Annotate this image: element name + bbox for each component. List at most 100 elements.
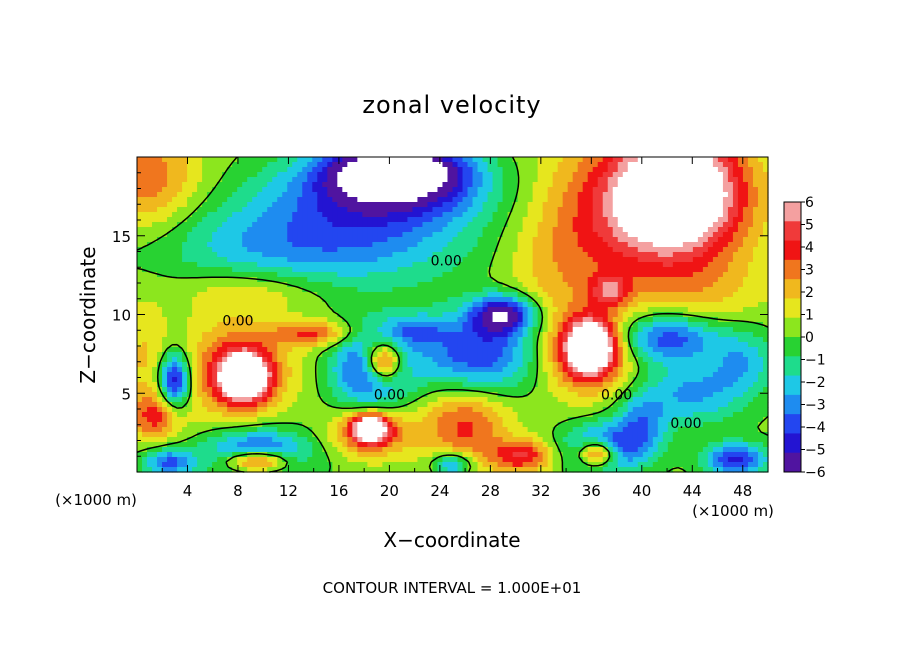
heatmap-cell (142, 182, 148, 188)
heatmap-cell (697, 262, 704, 268)
heatmap-cell (292, 197, 298, 203)
heatmap-cell (277, 177, 283, 183)
heatmap-cell (742, 182, 749, 188)
heatmap-cell (732, 277, 739, 283)
heatmap-cell (717, 267, 724, 273)
heatmap-cell (572, 342, 579, 348)
heatmap-cell (497, 207, 504, 213)
heatmap-cell (652, 247, 659, 253)
heatmap-cell (232, 217, 238, 223)
heatmap-cell (382, 327, 388, 333)
heatmap-cell (552, 307, 559, 313)
heatmap-cell (447, 237, 454, 243)
heatmap-cell (447, 297, 454, 303)
heatmap-cell (447, 282, 454, 288)
heatmap-cell (577, 197, 584, 203)
heatmap-cell (552, 332, 559, 338)
heatmap-cell (527, 162, 534, 168)
heatmap-cell (667, 202, 674, 208)
heatmap-cell (362, 347, 368, 353)
heatmap-cell (407, 242, 414, 248)
heatmap-cell (407, 162, 414, 168)
heatmap-cell (192, 177, 198, 183)
heatmap-cell (352, 347, 358, 353)
heatmap-cell (722, 187, 729, 193)
heatmap-cell (717, 172, 724, 178)
heatmap-cell (192, 192, 198, 198)
heatmap-cell (662, 327, 669, 333)
heatmap-cell (407, 262, 414, 268)
heatmap-cell (642, 277, 649, 283)
heatmap-cell (582, 277, 589, 283)
heatmap-cell (242, 307, 248, 313)
heatmap-cell (457, 182, 464, 188)
heatmap-cell (572, 237, 579, 243)
heatmap-cell (672, 202, 679, 208)
heatmap-cell (687, 287, 694, 293)
heatmap-cell (597, 292, 604, 298)
heatmap-cell (212, 182, 218, 188)
heatmap-cell (187, 297, 193, 303)
heatmap-cell (507, 287, 514, 293)
heatmap-cell (462, 307, 469, 313)
heatmap-cell (762, 202, 769, 208)
heatmap-cell (277, 192, 283, 198)
heatmap-cell (762, 227, 769, 233)
heatmap-cell (152, 172, 158, 178)
heatmap-cell (662, 202, 669, 208)
heatmap-cell (217, 207, 223, 213)
heatmap-cell (587, 232, 594, 238)
heatmap-cell (567, 262, 574, 268)
heatmap-cell (497, 232, 504, 238)
heatmap-cell (542, 302, 549, 308)
heatmap-cell (172, 242, 178, 248)
heatmap-cell (662, 317, 669, 323)
heatmap-cell (417, 172, 424, 178)
heatmap-cell (457, 272, 464, 278)
heatmap-cell (407, 317, 414, 323)
heatmap-cell (197, 267, 203, 273)
heatmap-cell (702, 187, 709, 193)
heatmap-cell (547, 197, 554, 203)
heatmap-cell (602, 322, 609, 328)
heatmap-cell (162, 172, 168, 178)
heatmap-cell (432, 162, 439, 168)
heatmap-cell (417, 167, 424, 173)
heatmap-cell (672, 342, 679, 348)
heatmap-cell (732, 187, 739, 193)
heatmap-cell (402, 307, 409, 313)
heatmap-cell (537, 177, 544, 183)
heatmap-cell (582, 162, 589, 168)
heatmap-cell (567, 242, 574, 248)
heatmap-cell (677, 322, 684, 328)
heatmap-cell (187, 307, 193, 313)
heatmap-cell (752, 292, 759, 298)
heatmap-cell (257, 242, 263, 248)
heatmap-cell (437, 337, 444, 343)
heatmap-cell (652, 217, 659, 223)
heatmap-cell (692, 237, 699, 243)
heatmap-cell (142, 162, 148, 168)
heatmap-cell (522, 262, 529, 268)
heatmap-cell (532, 222, 539, 228)
heatmap-cell (452, 302, 459, 308)
heatmap-cell (332, 297, 338, 303)
heatmap-cell (357, 252, 363, 258)
heatmap-cell (267, 317, 273, 323)
heatmap-cell (582, 227, 589, 233)
heatmap-cell (747, 257, 754, 263)
heatmap-cell (612, 307, 619, 313)
heatmap-cell (372, 177, 378, 183)
heatmap-cell (392, 252, 399, 258)
heatmap-cell (527, 237, 534, 243)
heatmap-cell (742, 172, 749, 178)
heatmap-cell (552, 337, 559, 343)
heatmap-cell (142, 282, 148, 288)
heatmap-cell (152, 297, 158, 303)
heatmap-cell (447, 247, 454, 253)
heatmap-cell (497, 217, 504, 223)
heatmap-cell (527, 172, 534, 178)
heatmap-cell (492, 257, 499, 263)
heatmap-cell (587, 307, 594, 313)
